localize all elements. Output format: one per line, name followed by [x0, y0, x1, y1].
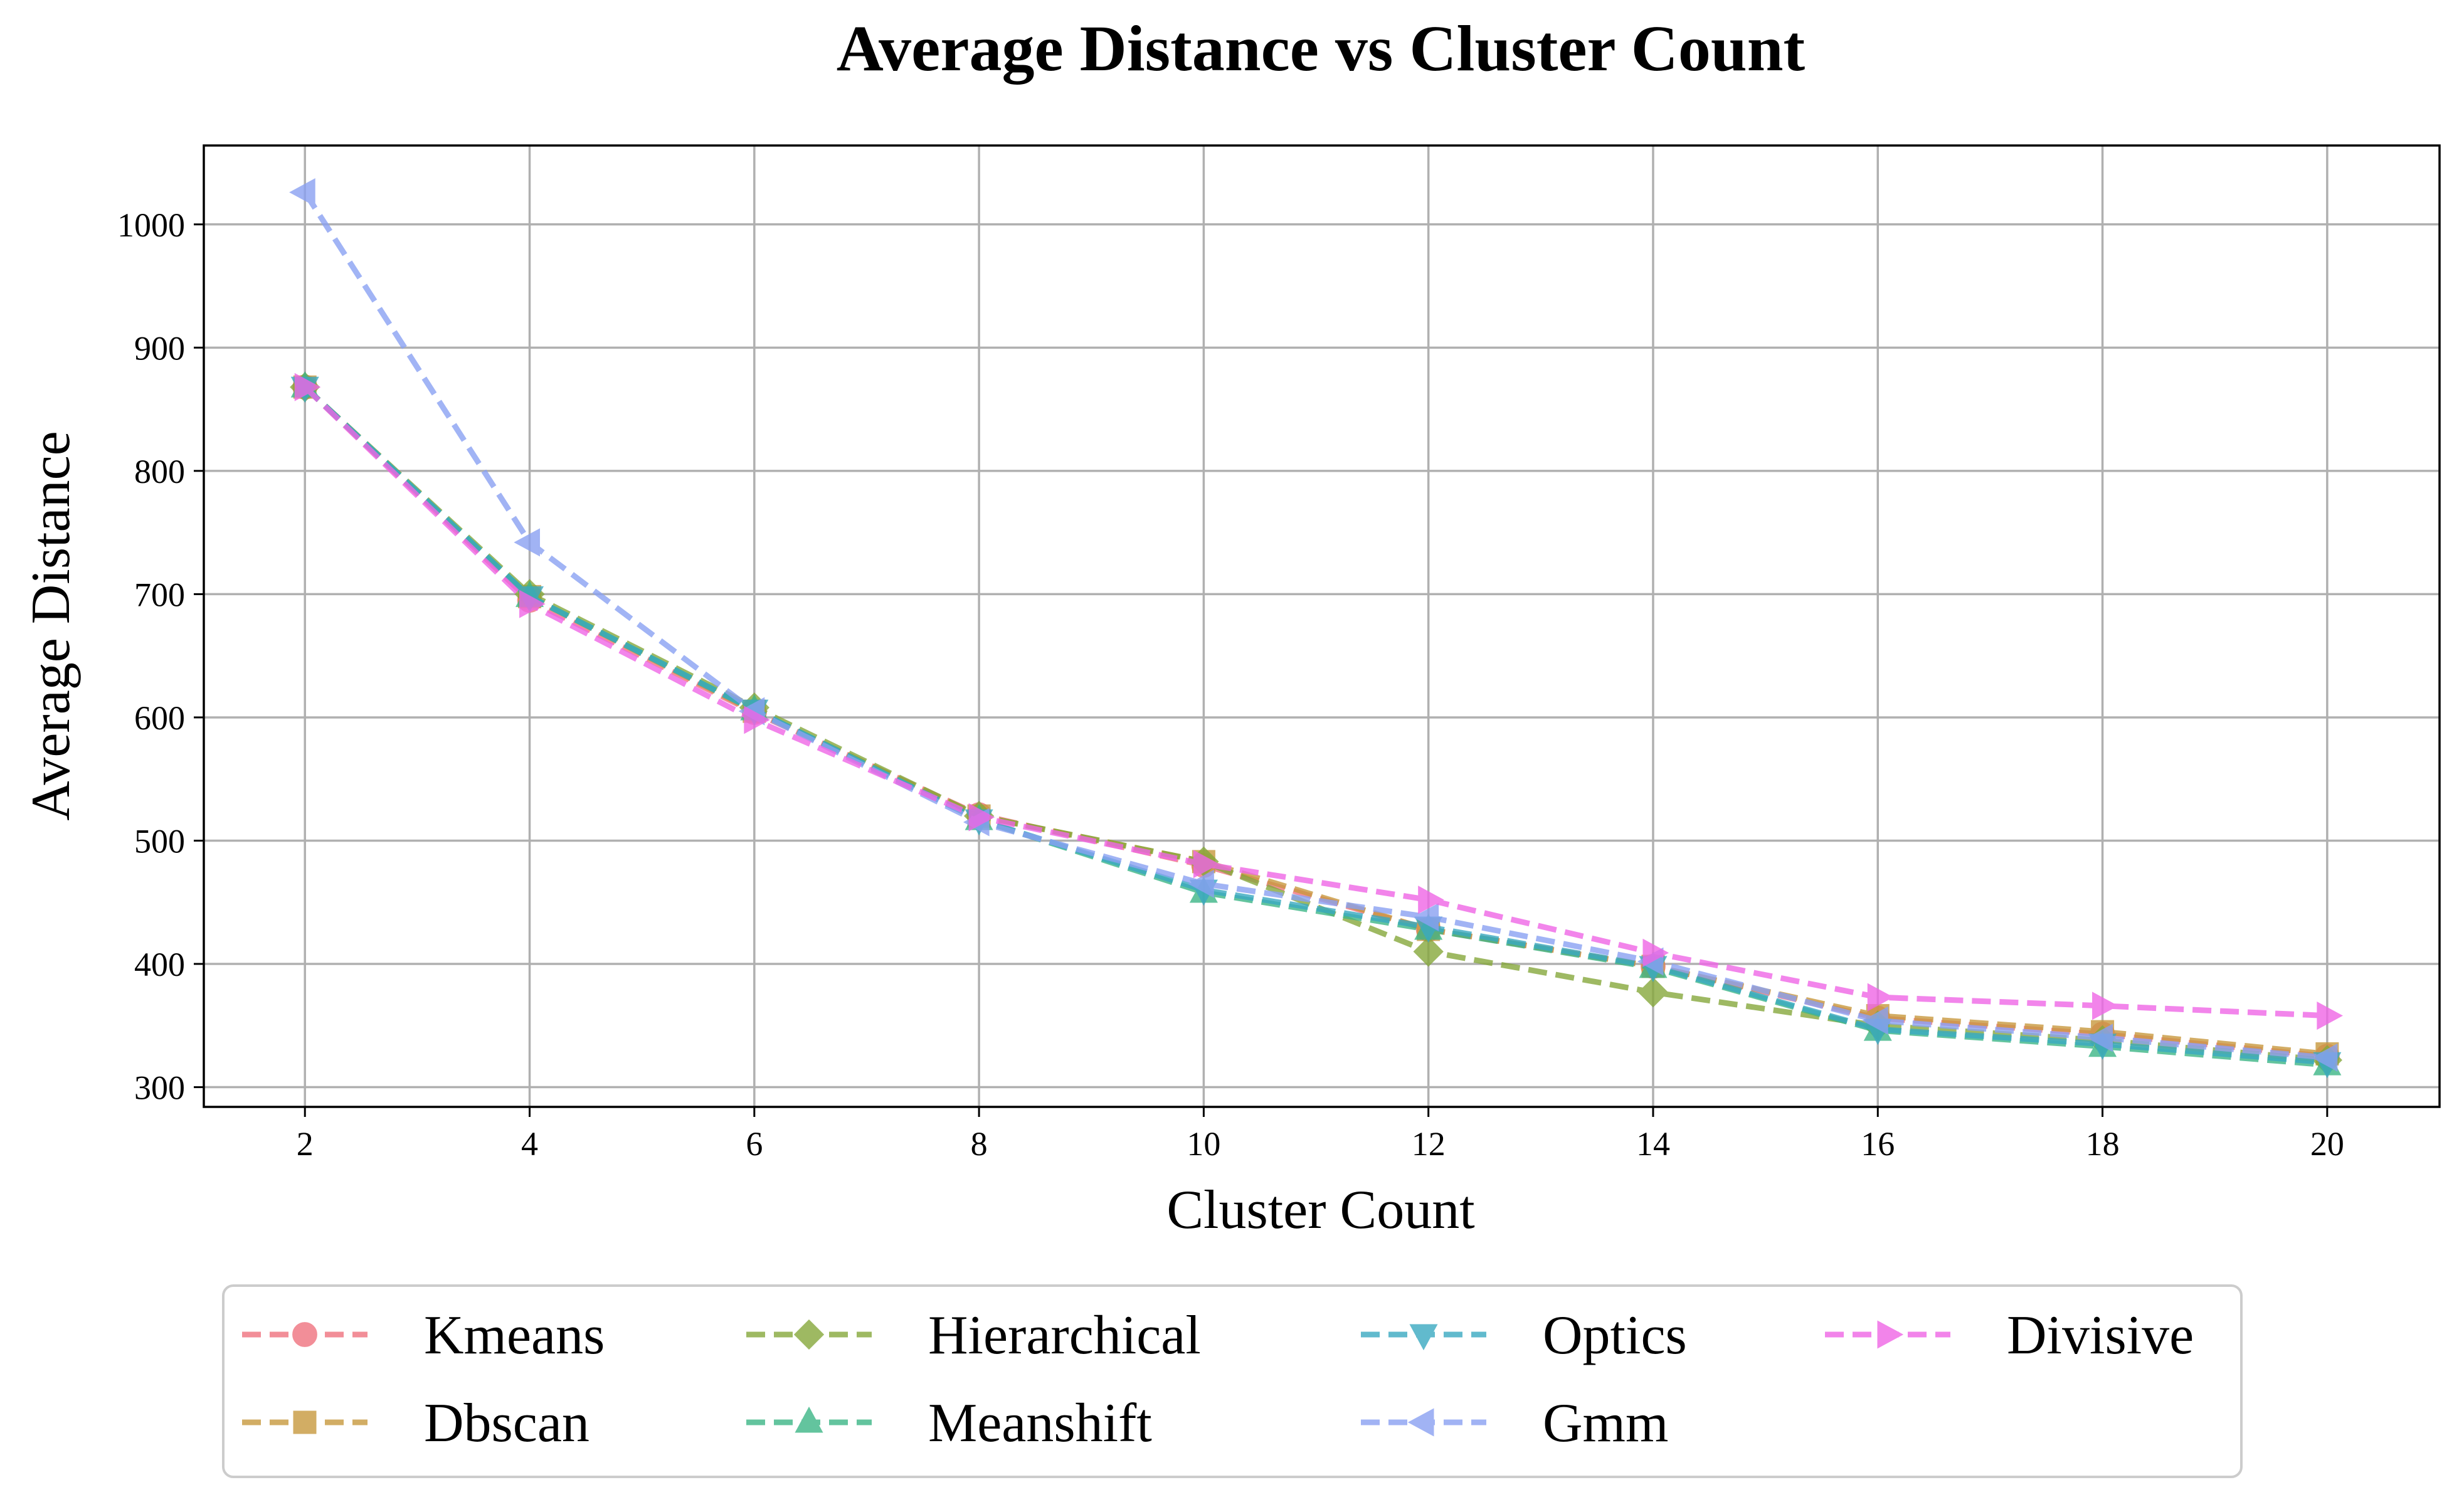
x-tick-label: 16 — [1861, 1125, 1895, 1163]
data-point-gmm — [289, 178, 315, 207]
x-tick-label: 18 — [2086, 1125, 2120, 1163]
x-tick-label: 4 — [521, 1125, 538, 1163]
plot-frame — [203, 144, 2441, 1108]
data-point-divisive — [2092, 991, 2118, 1020]
x-tick-label: 8 — [971, 1125, 988, 1163]
legend-label-gmm: Gmm — [1543, 1393, 1668, 1454]
data-point-divisive — [1418, 886, 1444, 914]
data-point-divisive — [2317, 1002, 2344, 1030]
series-hierarchical — [290, 372, 2342, 1076]
x-axis-label: Cluster Count — [1166, 1180, 1474, 1240]
legend-item-hierarchical — [746, 1319, 872, 1350]
x-tick-label: 14 — [1636, 1125, 1670, 1163]
y-tick-label: 900 — [134, 329, 185, 367]
y-tick-label: 1000 — [117, 206, 185, 244]
data-point-gmm — [1412, 902, 1439, 931]
legend-marker-hierarchical — [793, 1319, 825, 1350]
data-point-divisive — [1642, 938, 1669, 967]
legend-label-optics: Optics — [1543, 1305, 1687, 1366]
data-point-hierarchical — [1637, 977, 1669, 1008]
grid-lines — [204, 145, 2440, 1107]
series-line-optics — [303, 384, 2328, 1065]
y-tick-label: 600 — [134, 699, 185, 737]
x-tick-label: 20 — [2310, 1125, 2344, 1163]
data-point-gmm — [1188, 869, 1214, 898]
axis-ticks: 2 4 6 8 10 12 14 16 18 20 300 400 500 600 700 800 900 100… — [117, 206, 2344, 1163]
legend: Kmeans Dbscan Hierarchical Meanshift Optics G… — [222, 1284, 2243, 1478]
legend-label-hierarchical: Hierarchical — [928, 1305, 1201, 1366]
series-line-hierarchical — [303, 384, 2328, 1063]
data-point-divisive — [1867, 983, 1894, 1012]
legend-item-gmm — [1361, 1408, 1486, 1437]
data-point-divisive — [294, 373, 321, 401]
y-tick-label: 500 — [134, 822, 185, 860]
legend-item-dbscan — [242, 1410, 367, 1434]
legend-marker-dbscan — [293, 1410, 317, 1434]
legend-item-kmeans — [242, 1322, 367, 1347]
legend-label-divisive: Divisive — [2007, 1305, 2194, 1366]
legend-label-meanshift: Meanshift — [928, 1393, 1152, 1454]
data-point-gmm — [514, 528, 541, 557]
data-point-divisive — [1193, 850, 1220, 879]
legend-marker-optics — [1409, 1324, 1438, 1351]
data-point-divisive — [519, 590, 546, 618]
x-tick-label: 2 — [297, 1125, 314, 1163]
y-tick-label: 800 — [134, 453, 185, 490]
y-tick-label: 400 — [134, 946, 185, 983]
data-point-hierarchical — [1413, 936, 1444, 967]
series-meanshift — [290, 371, 2342, 1076]
legend-item-divisive — [1825, 1320, 1950, 1349]
data-point-divisive — [968, 803, 995, 832]
y-tick-label: 300 — [134, 1069, 185, 1107]
legend-marker-meanshift — [795, 1406, 823, 1433]
data-point-divisive — [744, 706, 770, 734]
legend-item-meanshift — [746, 1406, 872, 1433]
legend-label-kmeans: Kmeans — [424, 1305, 605, 1366]
x-tick-label: 10 — [1187, 1125, 1220, 1163]
x-tick-label: 6 — [746, 1125, 763, 1163]
legend-item-optics — [1361, 1324, 1486, 1351]
series-divisive — [294, 373, 2344, 1030]
series-gmm — [289, 178, 2338, 1072]
series-line-meanshift — [303, 384, 2328, 1068]
series-line-kmeans — [303, 384, 2328, 1059]
x-tick-label: 12 — [1412, 1125, 1446, 1163]
y-axis-label: Average Distance — [21, 431, 82, 820]
legend-marker-kmeans — [292, 1322, 317, 1347]
series-line-gmm — [302, 191, 2328, 1060]
series-optics — [290, 376, 2342, 1079]
series-line-divisive — [303, 384, 2328, 1019]
plot-series — [289, 178, 2344, 1079]
chart-title: Average Distance vs Cluster Count — [837, 13, 1806, 85]
legend-marker-divisive — [1877, 1320, 1904, 1349]
legend-label-dbscan: Dbscan — [424, 1393, 590, 1454]
series-line-dbscan — [303, 384, 2328, 1057]
legend-marker-gmm — [1407, 1408, 1434, 1437]
data-point-gmm — [1862, 1006, 1888, 1035]
y-tick-label: 700 — [134, 576, 185, 613]
legend-frame — [222, 1284, 2243, 1478]
series-dbscan — [293, 375, 2339, 1065]
data-point-gmm — [2086, 1023, 2113, 1052]
data-point-gmm — [2311, 1043, 2338, 1072]
